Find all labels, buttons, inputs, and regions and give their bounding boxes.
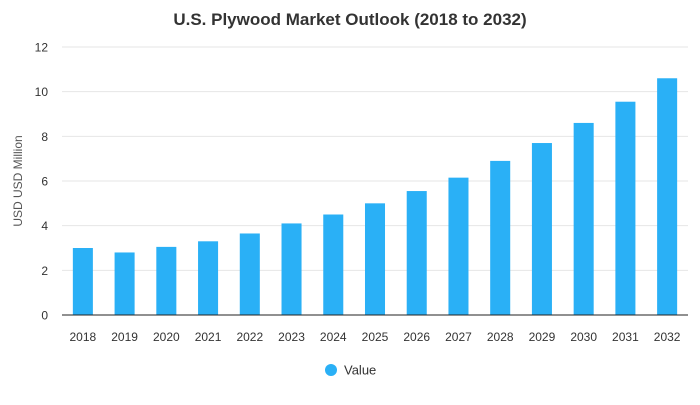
y-tick-label: 12 [35,41,49,55]
bar-2022[interactable] [239,233,260,315]
bar-2021[interactable] [198,241,219,315]
x-tick-label-2028: 2028 [487,330,514,344]
bar-2027[interactable] [448,177,469,315]
y-tick-label: 2 [41,264,48,278]
y-tick-label: 6 [41,175,48,189]
x-tick-label-2022: 2022 [236,330,263,344]
bar-2018[interactable] [72,248,93,315]
y-axis-ticks: 0 2 4 6 8 10 12 [35,41,49,323]
x-tick-label-2029: 2029 [529,330,556,344]
x-tick-label-2026: 2026 [403,330,430,344]
bar-2026[interactable] [406,191,427,315]
x-tick-label-2024: 2024 [320,330,347,344]
x-axis-ticks: 2018 2019 2020 2021 2022 2023 2024 2025 2026 2027… [70,330,681,344]
bar-2020[interactable] [156,246,177,315]
x-tick-label-2018: 2018 [70,330,97,344]
legend-label-value: Value [344,363,376,378]
y-tick-label: 8 [41,130,48,144]
x-tick-label-2019: 2019 [111,330,138,344]
y-tick-label: 0 [41,309,48,323]
x-tick-label-2030: 2030 [570,330,597,344]
bar-2030[interactable] [573,122,594,315]
bar-2024[interactable] [323,214,344,316]
x-tick-label-2021: 2021 [195,330,222,344]
bar-2029[interactable] [531,143,552,315]
bar-2019[interactable] [114,252,135,315]
x-tick-label-2027: 2027 [445,330,472,344]
x-tick-label-2031: 2031 [612,330,639,344]
bar-2032[interactable] [657,78,678,316]
x-tick-label-2023: 2023 [278,330,305,344]
chart-title: U.S. Plywood Market Outlook (2018 to 203… [173,10,526,29]
bar-2023[interactable] [281,223,302,315]
y-tick-label: 4 [41,219,48,233]
bars [72,78,678,316]
bar-2025[interactable] [364,203,386,315]
y-axis-label: USD USD Million [11,135,25,226]
x-tick-label-2032: 2032 [654,330,681,344]
bar-2031[interactable] [615,101,636,315]
x-tick-label-2020: 2020 [153,330,180,344]
bar-2028[interactable] [490,160,511,315]
x-tick-label-2025: 2025 [362,330,389,344]
legend-swatch-value [325,364,337,376]
y-tick-label: 10 [35,85,49,99]
legend[interactable]: Value [325,363,376,378]
